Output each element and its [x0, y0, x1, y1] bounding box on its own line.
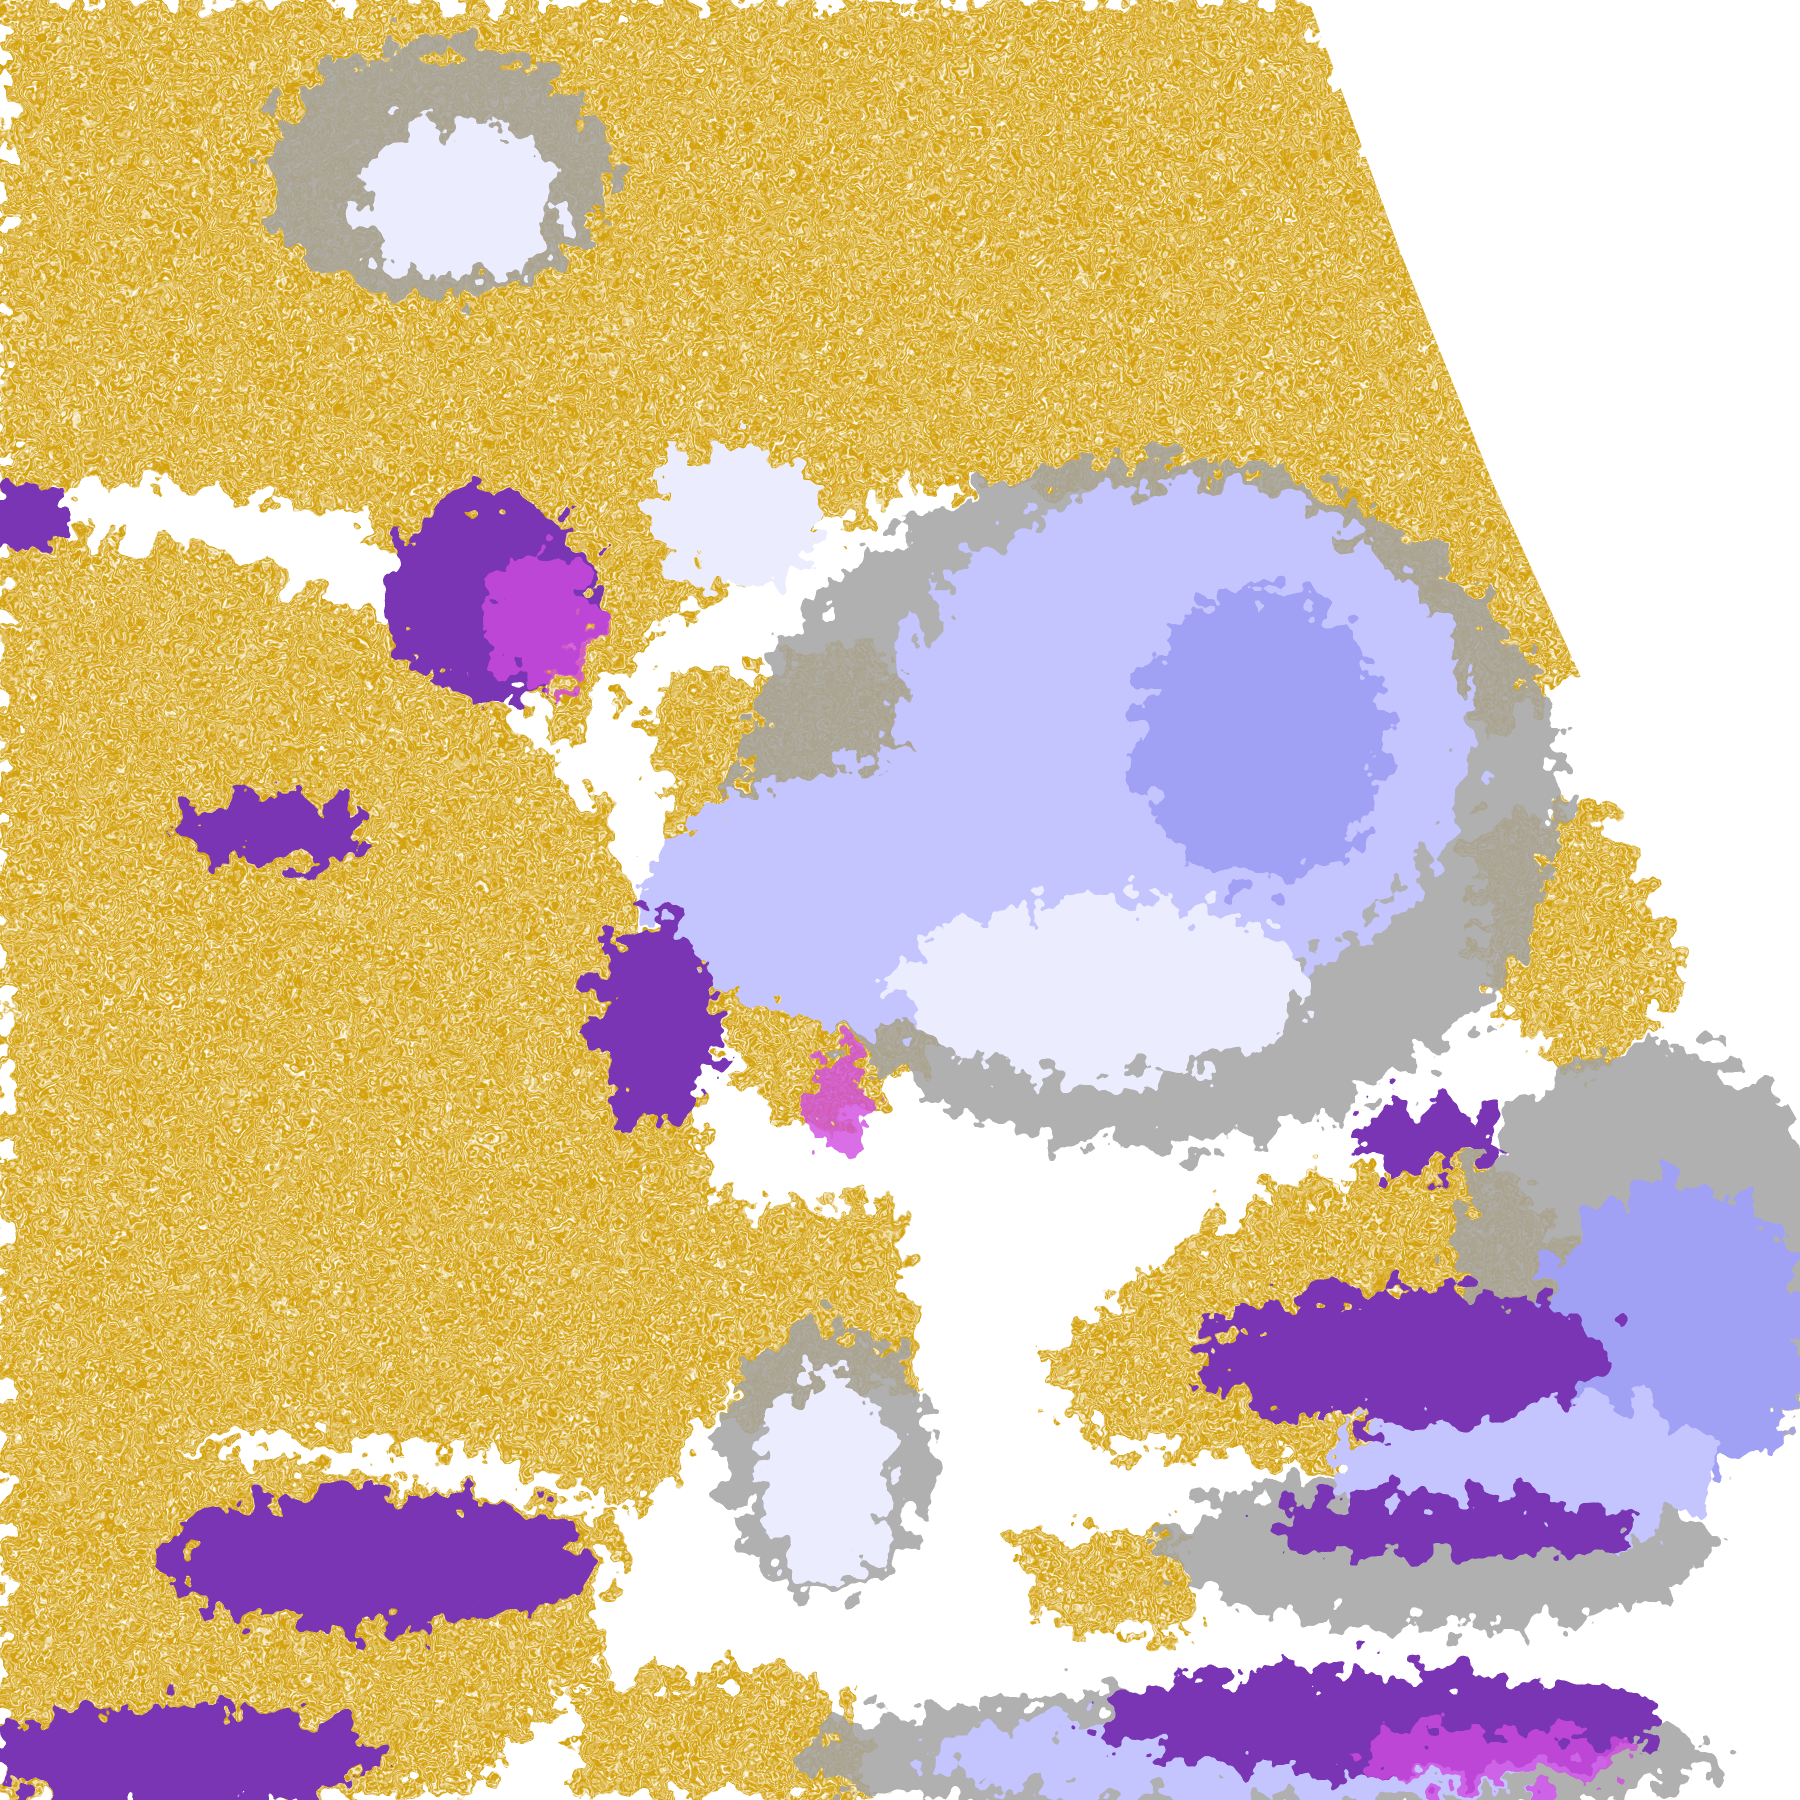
- no-data-region: [1308, 0, 1800, 1125]
- magenta-cloud-layer: [482, 551, 1631, 1786]
